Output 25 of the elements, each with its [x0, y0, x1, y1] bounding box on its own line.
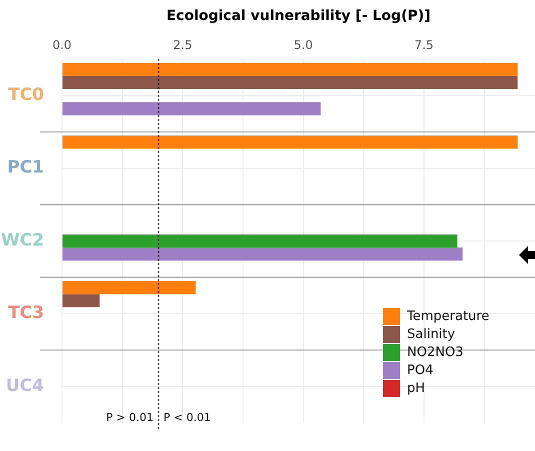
y-tick-label: TC0	[8, 84, 44, 105]
bar	[62, 280, 196, 294]
y-tick-label: TC3	[8, 303, 44, 324]
legend-label: Salinity	[407, 327, 456, 342]
annotation: P > 0.01	[106, 410, 154, 424]
y-tick-label: WC2	[0, 230, 44, 250]
legend-label: Temperature	[407, 309, 490, 324]
y-tick-label: PC1	[7, 158, 44, 178]
bar	[62, 102, 321, 116]
bar	[62, 62, 518, 76]
bar	[62, 76, 518, 90]
legend-label: pH	[407, 381, 426, 396]
legend-label: PO4	[407, 363, 434, 378]
x-axis-title: Ecological vulnerability [- Log(P)]	[166, 8, 431, 24]
x-tick-label: 0.0	[52, 38, 72, 52]
x-tick-label: 2.5	[173, 38, 192, 52]
bar	[62, 248, 463, 261]
y-tick-label: UC4	[6, 376, 44, 396]
legend-label: NO2NO3	[407, 345, 464, 360]
annotation: P < 0.01	[164, 410, 211, 424]
bar	[62, 294, 100, 308]
x-tick-label: 5.0	[294, 38, 313, 52]
x-tick-label: 7.5	[414, 38, 434, 52]
bar	[62, 234, 458, 248]
bar	[62, 136, 518, 149]
